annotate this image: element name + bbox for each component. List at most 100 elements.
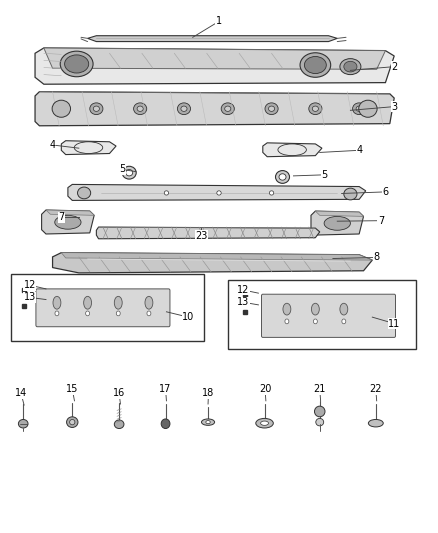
Polygon shape [96,227,320,239]
Ellipse shape [161,419,170,429]
Ellipse shape [311,303,319,315]
Text: 5: 5 [321,170,327,180]
Polygon shape [61,253,372,260]
Ellipse shape [356,106,362,111]
Text: 5: 5 [120,165,126,174]
Ellipse shape [340,59,361,75]
Ellipse shape [55,311,59,316]
Text: 10: 10 [182,312,194,322]
Ellipse shape [70,419,75,425]
Text: 22: 22 [370,384,382,394]
Ellipse shape [90,103,103,115]
Text: 8: 8 [374,253,380,262]
Ellipse shape [55,215,81,229]
Ellipse shape [276,171,290,183]
Ellipse shape [324,216,350,230]
Polygon shape [263,143,322,157]
Ellipse shape [316,418,324,426]
Ellipse shape [256,418,273,428]
Ellipse shape [67,417,78,427]
Ellipse shape [53,296,61,309]
Text: 14: 14 [15,389,27,398]
Ellipse shape [314,319,317,324]
Ellipse shape [265,103,278,115]
Bar [228,280,416,349]
Text: 18: 18 [202,389,215,398]
Ellipse shape [114,296,122,309]
Ellipse shape [225,106,231,111]
Text: 12: 12 [237,285,249,295]
Ellipse shape [116,311,120,316]
Polygon shape [42,210,94,234]
Ellipse shape [164,191,169,195]
Text: 4: 4 [356,146,362,155]
Ellipse shape [309,103,322,115]
Polygon shape [44,48,385,69]
Ellipse shape [283,303,291,315]
Text: 2: 2 [391,62,397,71]
Text: 7: 7 [378,216,384,225]
Ellipse shape [340,303,348,315]
Text: 15: 15 [66,384,78,394]
Ellipse shape [279,174,286,180]
Polygon shape [311,211,364,235]
Ellipse shape [201,419,215,425]
Ellipse shape [359,100,377,117]
Polygon shape [35,48,394,84]
Ellipse shape [18,419,28,428]
Ellipse shape [52,100,71,117]
Polygon shape [35,92,394,126]
FancyBboxPatch shape [261,294,396,337]
Ellipse shape [122,166,136,179]
Text: 13: 13 [24,293,36,302]
Text: 23: 23 [195,231,208,240]
Ellipse shape [314,406,325,417]
Ellipse shape [177,103,191,115]
Ellipse shape [64,55,88,73]
Ellipse shape [181,106,187,111]
Text: 20: 20 [259,384,271,394]
Polygon shape [61,141,116,155]
Ellipse shape [137,106,143,111]
Ellipse shape [268,106,275,111]
Ellipse shape [368,419,383,427]
Ellipse shape [217,191,221,195]
Ellipse shape [304,56,326,74]
Ellipse shape [84,296,92,309]
Text: 7: 7 [58,213,64,222]
Text: 3: 3 [391,102,397,111]
Text: 17: 17 [159,384,172,394]
Ellipse shape [93,106,99,111]
Text: 11: 11 [388,319,400,328]
Ellipse shape [78,187,91,199]
Ellipse shape [300,53,331,77]
Ellipse shape [285,319,289,324]
Text: 4: 4 [49,140,56,150]
Ellipse shape [114,420,124,429]
Ellipse shape [344,61,357,72]
Ellipse shape [342,319,346,324]
Ellipse shape [344,188,357,200]
FancyBboxPatch shape [36,289,170,327]
Ellipse shape [206,421,210,424]
Text: 6: 6 [382,187,389,197]
Ellipse shape [261,421,268,425]
Ellipse shape [145,296,153,309]
Polygon shape [68,184,366,200]
Polygon shape [53,253,372,273]
Text: 16: 16 [113,389,125,398]
Ellipse shape [269,191,274,195]
Text: 21: 21 [314,384,326,394]
Ellipse shape [85,311,90,316]
Polygon shape [315,211,364,216]
Ellipse shape [126,169,133,176]
Ellipse shape [55,103,68,115]
Ellipse shape [58,106,64,111]
Polygon shape [46,210,94,215]
Ellipse shape [353,103,366,115]
Ellipse shape [312,106,318,111]
Text: 12: 12 [24,280,36,290]
Ellipse shape [60,51,93,77]
Ellipse shape [147,311,151,316]
Polygon shape [88,36,337,42]
